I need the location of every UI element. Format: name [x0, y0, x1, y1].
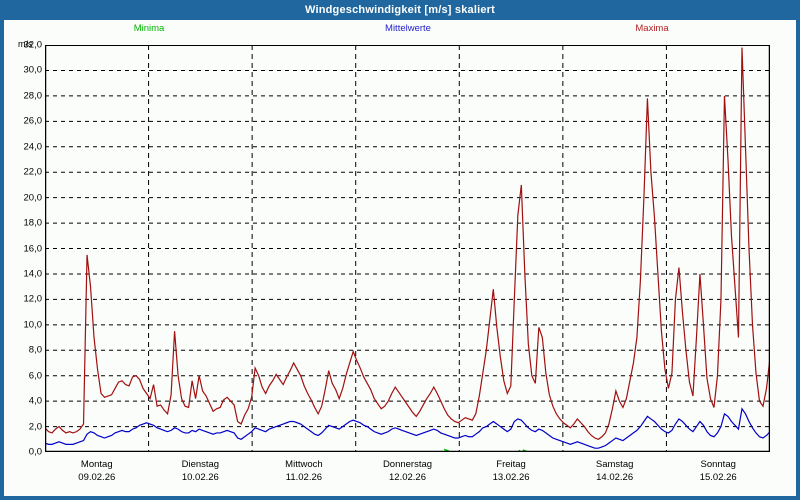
y-axis-tick-1: 2,0 [28, 421, 42, 433]
page-title: Windgeschwindigkeit [m/s] skaliert [304, 4, 496, 16]
x-tick-date: 12.02.26 [389, 472, 426, 483]
x-axis-tick-2: Mittwoch 11.02.26 [285, 458, 322, 484]
x-tick-day: Freitag [496, 459, 526, 470]
y-axis-tick-11: 22,0 [23, 166, 43, 178]
y-axis-tick-8: 16,0 [23, 243, 43, 254]
y-axis-tick-15: 30,0 [23, 64, 43, 76]
x-tick-date: 15.02.26 [699, 472, 737, 483]
x-axis-tick-0: Montag 09.02.26 [78, 458, 115, 484]
x-axis-tick-labels: Montag 09.02.26 Dienstag 10.02.26 Mittwoch 11… [4, 458, 796, 496]
x-tick-day: Dienstag [181, 459, 220, 470]
y-axis-tick-0: 0,0 [28, 446, 42, 458]
y-axis-unit-label: m/s [18, 39, 33, 49]
y-axis-tick-2: 4,0 [28, 395, 42, 407]
y-axis-tick-5: 10,0 [23, 319, 43, 331]
y-axis-tick-3: 6,0 [28, 370, 42, 382]
x-axis-tick-5: Samstag 14.02.26 [596, 458, 634, 484]
x-tick-day: Sonntag [700, 459, 736, 470]
x-tick-day: Montag [80, 459, 113, 470]
legend-item-minima: Minima [133, 23, 165, 34]
x-axis-tick-6: Sonntag 15.02.26 [700, 458, 737, 484]
chart-legend: Minima Mittelwerte Maxima [4, 23, 796, 37]
y-axis-tick-7: 14,0 [23, 268, 43, 280]
x-axis-tick-3: Donnerstag 12.02.26 [383, 458, 432, 484]
y-axis-tick-13: 26,0 [23, 115, 43, 127]
y-axis-tick-9: 18,0 [23, 217, 43, 229]
x-axis-tick-4: Freitag 13.02.26 [493, 458, 530, 484]
x-tick-date: 09.02.26 [78, 472, 116, 483]
y-axis-tick-12: 24,0 [23, 141, 43, 153]
x-tick-date: 11.02.26 [285, 472, 323, 483]
y-axis-tick-14: 28,0 [23, 90, 43, 102]
x-tick-date: 13.02.26 [492, 472, 530, 483]
x-tick-day: Mittwoch [285, 459, 323, 470]
x-tick-date: 14.02.26 [596, 472, 634, 483]
x-tick-day: Samstag [595, 459, 634, 470]
y-axis-tick-labels: 0,0 2,0 4,0 6,0 8,0 10,0 12,0 14,0 16,0 18,0 20,0 2… [4, 0, 43, 500]
x-tick-date: 10.02.26 [181, 472, 219, 483]
chart-canvas [45, 45, 770, 452]
y-axis-tick-6: 12,0 [23, 293, 43, 305]
series-line-mittelwerte [45, 407, 770, 449]
y-axis-tick-16: 32,0 [23, 39, 43, 51]
x-tick-day: Donnerstag [382, 459, 433, 470]
legend-item-maxima: Maxima [635, 23, 669, 34]
window-title-bar: Windgeschwindigkeit [m/s] skaliert [0, 0, 800, 20]
y-axis-tick-4: 8,0 [28, 344, 42, 356]
series-line-maxima [45, 47, 770, 440]
chart-plot-area [45, 45, 770, 452]
x-axis-tick-1: Dienstag 10.02.26 [182, 458, 220, 484]
y-axis-tick-10: 20,0 [23, 192, 43, 204]
legend-item-mittelwerte: Mittelwerte [385, 23, 431, 34]
